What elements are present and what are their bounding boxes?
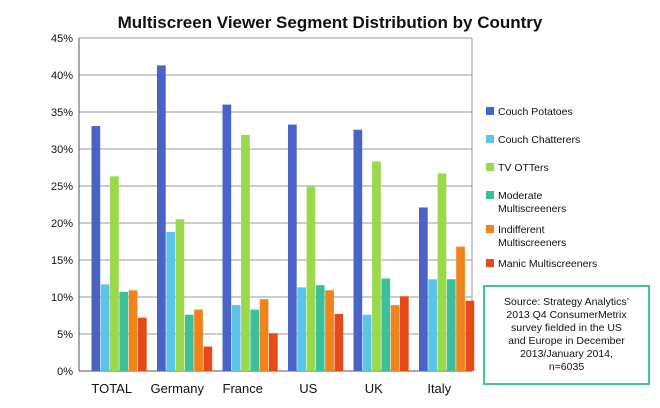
bar	[353, 129, 363, 371]
bar	[381, 278, 391, 371]
bar	[250, 309, 260, 371]
bar	[437, 173, 447, 371]
legend-label: Moderate Multiscreeners	[498, 190, 566, 215]
y-tick-label: 15%	[51, 255, 73, 267]
y-axis-ticks: 0% 5% 10% 15% 20% 25% 30% 35% 40% 45%	[51, 33, 73, 378]
bar	[456, 246, 465, 371]
x-category-label: France	[223, 381, 263, 396]
y-tick-label: 30%	[51, 144, 73, 156]
bar	[157, 65, 166, 371]
legend-label: Indifferent Multiscreeners	[498, 224, 566, 249]
bar	[297, 287, 306, 371]
bar	[175, 219, 185, 371]
bar	[241, 134, 250, 371]
legend-label: Manic Multiscreeners	[498, 258, 597, 270]
y-tick-label: 10%	[51, 292, 73, 304]
legend-swatch	[486, 259, 494, 267]
legend-swatch	[486, 135, 494, 143]
y-tick-label: 5%	[57, 329, 73, 341]
legend-swatch	[486, 225, 494, 233]
y-tick-label: 40%	[51, 70, 73, 82]
bar	[128, 290, 138, 371]
bar	[325, 290, 334, 371]
bar	[231, 305, 241, 371]
bar	[315, 285, 325, 371]
bar	[110, 176, 119, 371]
y-tick-label: 35%	[51, 107, 73, 119]
chart-title: Multiscreen Viewer Segment Distribution …	[118, 13, 543, 32]
bar	[446, 279, 456, 371]
x-category-label: Germany	[151, 381, 205, 396]
bar	[306, 186, 316, 371]
y-tick-label: 45%	[51, 33, 73, 45]
bar	[166, 231, 175, 371]
bar	[288, 124, 297, 371]
x-axis-categories: TOTAL Germany France US UK Italy	[91, 381, 451, 396]
x-category-label: US	[299, 381, 317, 396]
legend-label: Couch Potatoes	[498, 106, 573, 118]
source-note-text: Source: Strategy Analytics’ 2013 Q4 Cons…	[504, 296, 629, 373]
bar	[419, 207, 428, 371]
bar	[203, 346, 213, 371]
bar	[390, 305, 400, 371]
bar	[465, 300, 475, 371]
source-note: Source: Strategy Analytics’ 2013 Q4 Cons…	[483, 285, 650, 385]
y-tick-label: 25%	[51, 181, 73, 193]
legend: Couch Potatoes Couch Chatterers TV OTTers M…	[486, 106, 597, 270]
bar	[259, 299, 269, 371]
bar	[428, 279, 437, 371]
bar	[400, 296, 409, 371]
bar	[184, 314, 194, 371]
bars	[91, 65, 475, 371]
bar	[334, 314, 344, 371]
bar	[91, 126, 101, 371]
legend-swatch	[486, 191, 494, 199]
bar	[119, 291, 129, 371]
legend-label: TV OTTers	[498, 162, 549, 174]
grid	[78, 37, 473, 372]
legend-swatch	[486, 163, 494, 171]
x-category-label: TOTAL	[91, 381, 132, 396]
x-category-label: Italy	[427, 381, 451, 396]
y-tick-label: 0%	[57, 366, 73, 378]
bar	[362, 314, 372, 371]
bar	[138, 317, 147, 371]
bar	[100, 284, 110, 371]
y-tick-label: 20%	[51, 218, 73, 230]
bar	[222, 104, 232, 371]
legend-label: Couch Chatterers	[498, 134, 580, 146]
x-category-label: UK	[365, 381, 383, 396]
bar	[372, 161, 381, 371]
bar	[194, 309, 203, 371]
legend-swatch	[486, 107, 494, 115]
bar	[269, 333, 278, 371]
